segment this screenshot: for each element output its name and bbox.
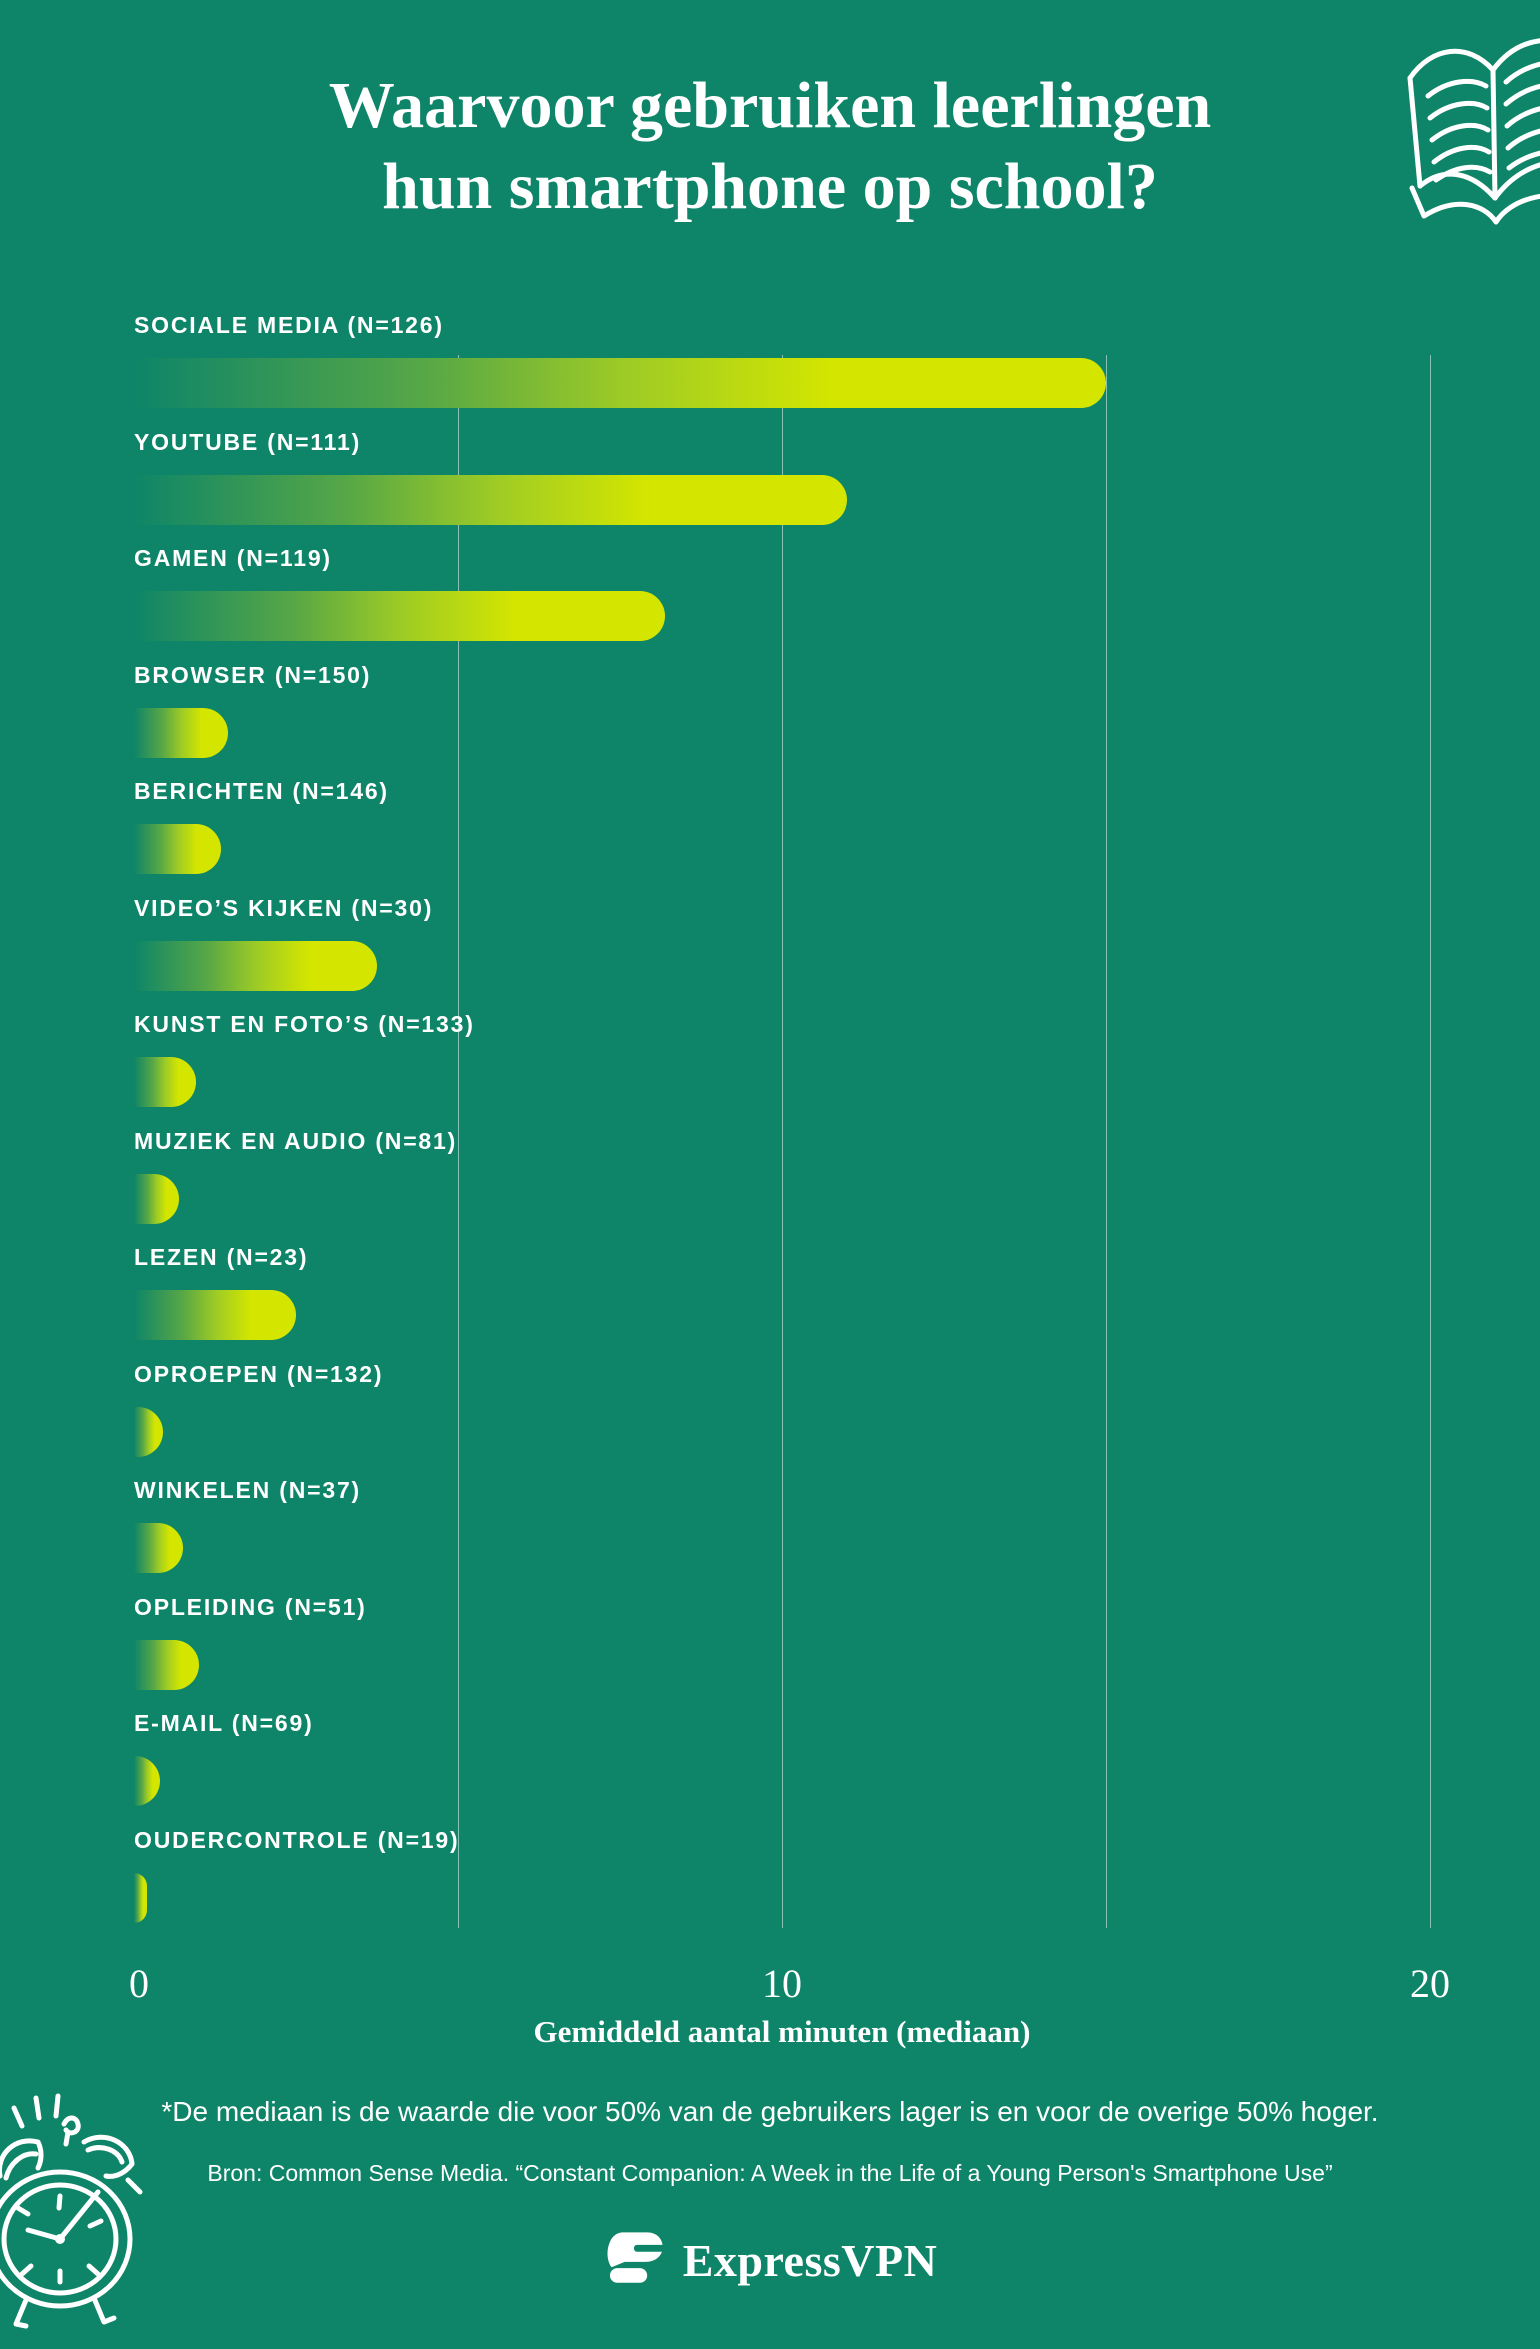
brand-row: ExpressVPN	[0, 2230, 1540, 2290]
bar-row: WINKELEN (N=37)	[134, 1477, 1540, 1573]
bar-row: SOCIALE MEDIA (N=126)	[134, 312, 1540, 408]
x-tick-label: 10	[762, 1961, 802, 2006]
bar-label: MUZIEK EN AUDIO (N=81)	[134, 1127, 458, 1154]
x-tick-label: 0	[129, 1961, 149, 2006]
x-axis: 0 10 20	[129, 1961, 1450, 2006]
bar-row: E-MAIL (N=69)	[134, 1710, 1540, 1806]
page-title-line2: hun smartphone op school?	[382, 149, 1158, 223]
bar	[134, 824, 222, 874]
bar	[134, 1406, 164, 1457]
bar	[134, 707, 228, 758]
bar-label: GAMEN (N=119)	[134, 545, 332, 571]
bar-label: BERICHTEN (N=146)	[134, 778, 389, 804]
bar	[134, 1756, 160, 1806]
bar	[134, 358, 1106, 408]
bar-row: OPLEIDING (N=51)	[134, 1594, 1540, 1690]
bar	[134, 940, 377, 991]
bar-rows: SOCIALE MEDIA (N=126) YOUTUBE (N=111) GAME…	[134, 312, 1540, 1923]
bar	[134, 1639, 199, 1690]
page-title-line1: Waarvoor gebruiken leerlingen	[328, 69, 1212, 142]
bar-label: OPLEIDING (N=51)	[134, 1593, 367, 1620]
bar-label: VIDEO’S KIJKEN (N=30)	[134, 894, 434, 921]
expressvpn-logo-icon	[603, 2230, 668, 2291]
bar-label: OUDERCONTROLE (N=19)	[134, 1826, 460, 1853]
bar	[134, 1057, 196, 1107]
brand-wordmark: ExpressVPN	[682, 2234, 938, 2286]
bar-row: MUZIEK EN AUDIO (N=81)	[134, 1128, 1540, 1224]
bar-row: LEZEN (N=23)	[134, 1244, 1540, 1340]
bar	[134, 1290, 296, 1340]
bar-label: LEZEN (N=23)	[134, 1244, 309, 1270]
bar-row: KUNST EN FOTO’S (N=133)	[134, 1011, 1540, 1107]
bar-row: YOUTUBE (N=111)	[134, 429, 1540, 525]
bar-label: YOUTUBE (N=111)	[134, 428, 362, 455]
source-line: Bron: Common Sense Media. “Constant Comp…	[207, 2160, 1333, 2186]
bar	[134, 591, 666, 641]
page-title: Waarvoor gebruiken leerlingen hun smartp…	[0, 66, 1540, 227]
bar-label: E-MAIL (N=69)	[134, 1710, 314, 1736]
bar-row: GAMEN (N=119)	[134, 545, 1540, 641]
bar-label: KUNST EN FOTO’S (N=133)	[134, 1011, 475, 1037]
bar	[134, 1523, 183, 1573]
alarm-clock-icon	[0, 2084, 155, 2344]
open-book-icon	[1396, 16, 1540, 256]
median-footnote: *De mediaan is de waarde die voor 50% va…	[161, 2096, 1379, 2127]
bar-row: OUDERCONTROLE (N=19)	[134, 1827, 1540, 1923]
x-axis-title: Gemiddeld aantal minuten (mediaan)	[533, 2014, 1031, 2049]
bar	[134, 474, 847, 525]
bar	[134, 1872, 147, 1923]
bar-chart: SOCIALE MEDIA (N=126) YOUTUBE (N=111) GAME…	[129, 312, 1540, 2049]
bar	[134, 1173, 180, 1224]
bar-label: BROWSER (N=150)	[134, 661, 372, 688]
bar-label: WINKELEN (N=37)	[134, 1477, 361, 1503]
x-tick-label: 20	[1410, 1961, 1450, 2006]
bar-row: BROWSER (N=150)	[134, 662, 1540, 758]
bar-row: OPROEPEN (N=132)	[134, 1361, 1540, 1457]
bar-label: OPROEPEN (N=132)	[134, 1360, 384, 1387]
bar-row: BERICHTEN (N=146)	[134, 778, 1540, 874]
bar-label: SOCIALE MEDIA (N=126)	[134, 312, 444, 338]
bar-row: VIDEO’S KIJKEN (N=30)	[134, 895, 1540, 991]
